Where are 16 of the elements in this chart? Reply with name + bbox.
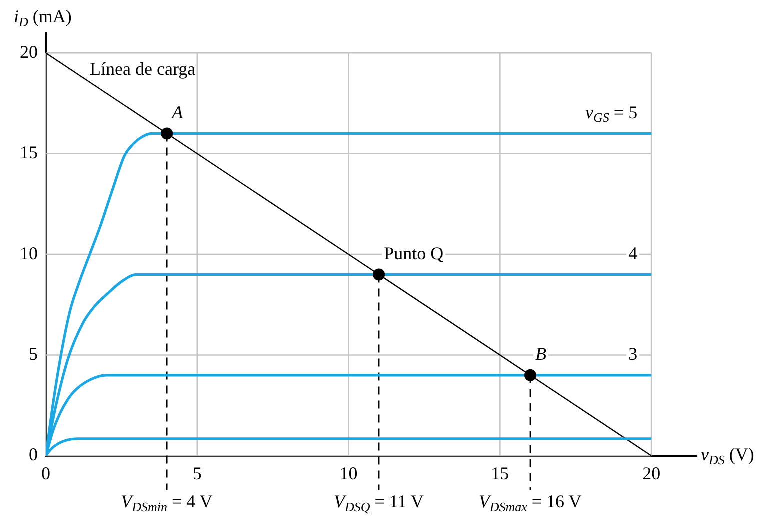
x-tick-label: 20: [642, 464, 661, 484]
series-label: 4: [628, 243, 638, 264]
x-tick-label: 10: [340, 464, 358, 484]
series-label: 3: [628, 344, 638, 364]
y-tick-label: 20: [20, 42, 38, 62]
annotation: B: [535, 344, 546, 364]
annotation: A: [171, 102, 184, 122]
annotation: Punto Q: [384, 243, 444, 264]
y-tick-label: 0: [29, 444, 38, 465]
x-tick-label: 0: [42, 464, 50, 484]
x-tick-label: 5: [192, 464, 202, 484]
y-tick-label: 10: [20, 243, 38, 264]
series-label: Línea de carga: [90, 58, 196, 79]
x-tick-label: 15: [491, 464, 510, 484]
y-tick-label: 15: [20, 142, 38, 163]
y-tick-label: 5: [29, 344, 38, 364]
